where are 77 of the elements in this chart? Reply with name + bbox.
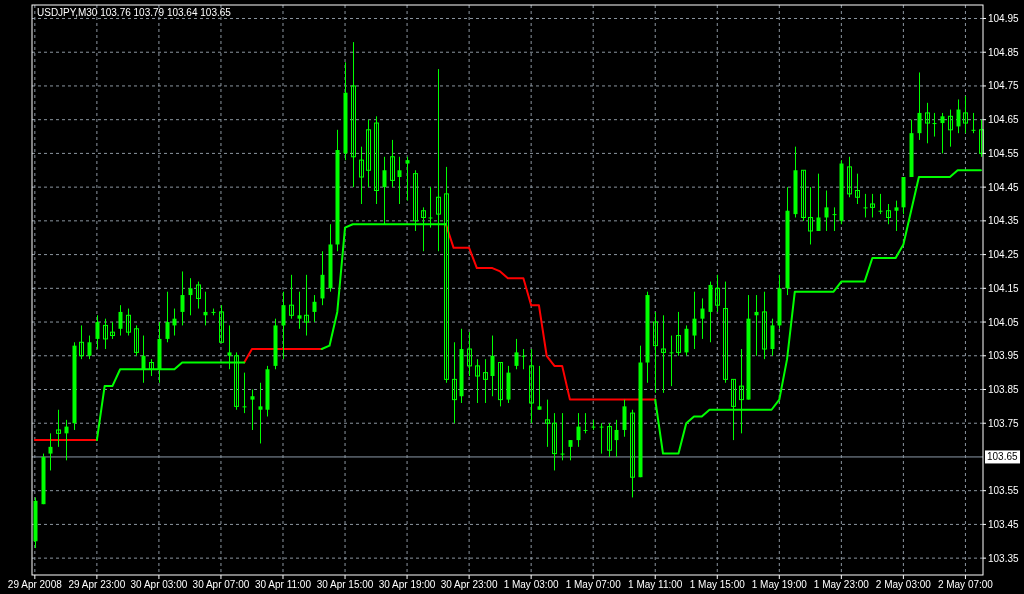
candlestick	[475, 359, 480, 403]
x-tick-label: 30 Apr 15:00	[316, 579, 374, 590]
y-tick-label: 104.85	[988, 46, 1020, 58]
candlestick	[529, 349, 534, 424]
candlestick	[79, 325, 84, 360]
x-tick-label: 1 May 15:00	[689, 579, 746, 590]
candlestick	[452, 342, 457, 424]
candlestick	[669, 335, 674, 387]
candlestick	[808, 187, 813, 245]
candlestick	[878, 193, 883, 215]
candlestick	[801, 169, 806, 221]
x-tick-label: 29 Apr 2008	[7, 579, 63, 590]
y-tick-label: 103.85	[988, 384, 1020, 395]
candlestick	[863, 193, 868, 218]
candlestick	[405, 156, 410, 201]
y-tick-label: 103.35	[988, 552, 1020, 564]
candlestick	[498, 362, 503, 407]
candlestick	[234, 352, 239, 410]
y-tick-label: 103.75	[988, 417, 1020, 429]
x-tick-label: 1 May 03:00	[503, 579, 560, 590]
candlestick	[126, 308, 131, 336]
candlestick	[591, 419, 596, 430]
candlestick	[560, 413, 565, 461]
candlestick	[103, 318, 108, 350]
y-tick-label: 103.95	[988, 350, 1020, 362]
candlestick	[390, 139, 395, 188]
candlestick	[227, 325, 232, 370]
candlestick	[886, 203, 891, 225]
x-tick-label: 1 May 23:00	[813, 579, 870, 590]
y-tick-label: 104.05	[988, 316, 1020, 328]
candlestick	[583, 413, 588, 434]
y-tick-label: 104.15	[988, 282, 1020, 294]
candlestick	[762, 291, 767, 360]
x-tick-label: 30 Apr 19:00	[378, 579, 436, 590]
ref-line-label: 103.65	[987, 451, 1019, 463]
candlestick	[661, 315, 666, 393]
candlestick	[599, 423, 604, 454]
candlestick	[676, 311, 681, 356]
candlestick	[428, 187, 433, 228]
y-tick-label: 104.45	[988, 181, 1020, 193]
candlestick	[421, 207, 426, 252]
candlestick	[731, 378, 736, 441]
x-tick-label: 30 Apr 07:00	[192, 579, 250, 590]
candlestick	[607, 423, 612, 457]
x-tick-label: 1 May 07:00	[565, 579, 622, 590]
x-tick-label: 30 Apr 23:00	[440, 579, 498, 590]
y-tick-label: 104.55	[988, 147, 1020, 159]
candlestick	[630, 409, 635, 498]
y-tick-label: 104.25	[988, 249, 1020, 261]
candlestick	[351, 42, 356, 188]
candlestick	[653, 311, 658, 393]
x-tick-label: 30 Apr 03:00	[130, 579, 188, 590]
y-tick-label: 103.55	[988, 485, 1020, 497]
candlestick	[723, 281, 728, 383]
candlestick	[754, 295, 759, 356]
y-tick-label: 104.65	[988, 114, 1020, 126]
x-tick-label: 29 Apr 23:00	[68, 579, 126, 590]
candlestick	[374, 116, 379, 204]
candlestick	[250, 389, 255, 430]
x-tick-label: 2 May 07:00	[937, 579, 994, 590]
candlestick	[483, 359, 488, 403]
candlestick	[366, 119, 371, 188]
y-tick-label: 104.35	[988, 215, 1020, 227]
candlestick	[847, 156, 852, 198]
x-tick-label: 2 May 03:00	[875, 579, 932, 590]
candlestick	[219, 305, 224, 343]
y-tick-label: 104.95	[988, 12, 1020, 24]
y-tick-label: 103.45	[988, 518, 1020, 530]
x-tick-label: 30 Apr 11:00	[255, 579, 312, 590]
chart-title: USDJPY,M30 103.76 103.79 103.64 103.65	[37, 7, 232, 18]
x-tick-label: 1 May 19:00	[751, 579, 808, 590]
x-tick-label: 1 May 11:00	[628, 579, 683, 590]
candlestick	[537, 365, 542, 410]
y-tick-label: 104.75	[988, 80, 1020, 92]
candlestick	[289, 274, 294, 319]
candlestick	[971, 112, 976, 134]
candlestick	[134, 325, 139, 356]
